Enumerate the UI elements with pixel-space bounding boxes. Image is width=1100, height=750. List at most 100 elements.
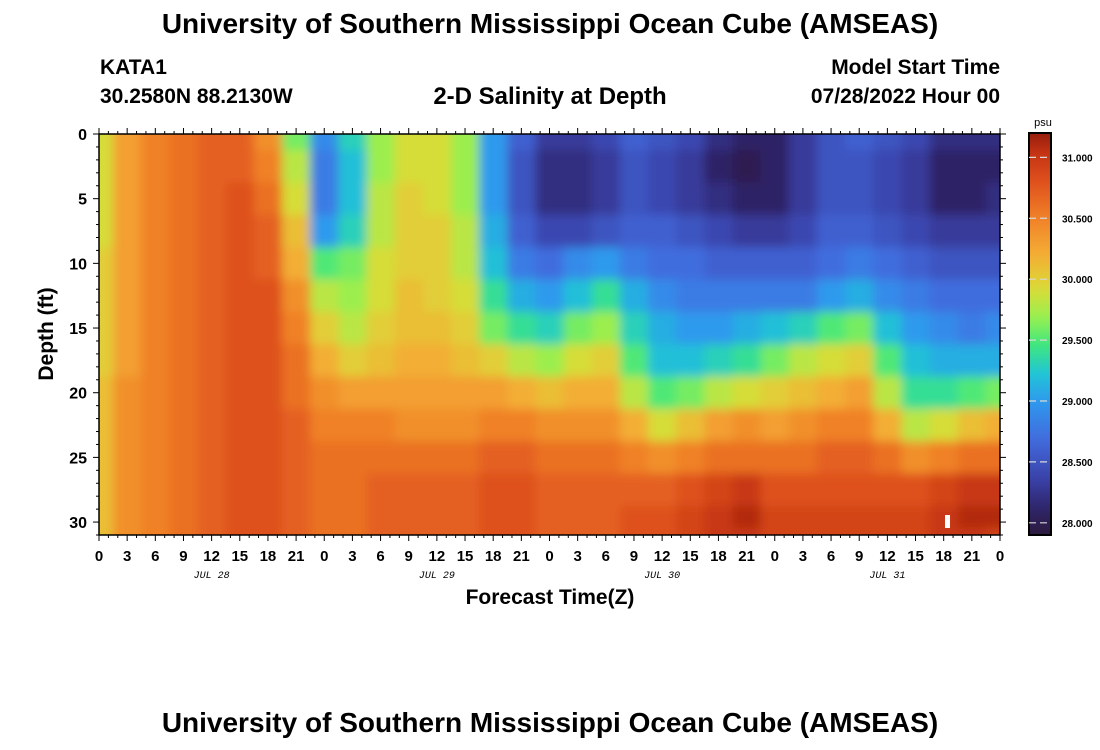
heatmap-cell [113,311,143,345]
heatmap-cell [169,150,199,184]
heatmap-cell [901,473,931,507]
heatmap-cell [366,473,396,507]
colorbar-tick-label: 30.000 [1062,275,1093,286]
x-tick-label: 15 [231,548,248,565]
heatmap-cell [648,247,677,281]
heatmap-cell [141,279,171,313]
heatmap-cell [985,247,1000,281]
heatmap-cell [282,528,311,535]
colorbar-tick-label: 28.000 [1062,519,1093,530]
heatmap-cell [817,279,846,313]
day-label: JUL 29 [419,571,455,582]
heatmap-cell [563,182,593,216]
heatmap-cell [901,214,931,248]
heatmap-cell [732,182,762,216]
heatmap-cell [310,473,340,507]
heatmap-cell [704,311,734,345]
heatmap-cell [282,441,311,475]
heatmap-cell [197,376,227,410]
x-tick-label: 6 [376,548,384,565]
heatmap-cell [985,279,1000,313]
heatmap-cell [169,247,199,281]
heatmap-cell [366,150,396,184]
heatmap-cell [704,408,734,442]
heatmap-cell [619,441,649,475]
heatmap-cell [619,408,649,442]
heatmap-cell [732,376,762,410]
heatmap-cell [422,528,452,535]
heatmap-cell [957,408,987,442]
heatmap-cell [619,473,649,507]
heatmap-cell [591,376,621,410]
heatmap-cell [99,247,114,281]
heatmap-cell [676,279,706,313]
heatmap-cell [197,528,227,535]
x-tick-label: 18 [485,548,502,565]
x-tick-label: 3 [123,548,131,565]
heatmap-cell [253,150,283,184]
heatmap-cell [732,473,762,507]
heatmap-cell [676,473,706,507]
heatmap-cell [873,182,903,216]
heatmap-cell [873,311,903,345]
heatmap-cell [619,528,649,535]
heatmap-cell [394,182,424,216]
x-tick-label: 0 [320,548,328,565]
heatmap-cell [99,150,114,184]
x-tick-label: 18 [710,548,727,565]
heatmap-cell [817,505,846,530]
heatmap-cell [394,505,424,530]
heatmap-cell [676,182,706,216]
heatmap-cell [338,150,368,184]
heatmap-cell [760,311,790,345]
heatmap-cell [648,344,677,378]
heatmap-cell [901,311,931,345]
heatmap-cell [901,279,931,313]
heatmap-cell [535,182,565,216]
heatmap-cell [591,473,621,507]
heatmap-cell [957,182,987,216]
x-tick-label: 18 [935,548,952,565]
heatmap-cell [957,214,987,248]
y-axis-label: Depth (ft) [35,287,58,380]
heatmap-cell [535,247,565,281]
heatmap-cell [901,182,931,216]
x-tick-label: 9 [855,548,863,565]
heatmap-cell [788,344,818,378]
heatmap-cell [535,473,565,507]
heatmap-cell [845,214,875,248]
heatmap-cell [451,182,480,216]
heatmap-cell [366,182,396,216]
heatmap-cell [225,376,255,410]
heatmap-cell [310,311,340,345]
heatmap-cell [99,311,114,345]
heatmap-cell [422,408,452,442]
heatmap-cell [394,150,424,184]
heatmap-cell [507,528,537,535]
heatmap-cell [732,134,762,151]
heatmap-cell [817,376,846,410]
heatmap-cell [479,528,509,535]
heatmap-cell [676,528,706,535]
heatmap-cell [338,134,368,151]
heatmap-cell [845,279,875,313]
heatmap-cell [619,344,649,378]
heatmap-cell [99,505,114,530]
heatmap-cell [985,408,1000,442]
heatmap-cell [788,441,818,475]
heatmap-cell [929,214,959,248]
heatmap-cell [225,150,255,184]
heatmap-cell [591,182,621,216]
heatmap-cell [451,376,480,410]
heatmap-cell [479,311,509,345]
heatmap-cell [169,408,199,442]
heatmap-cell [366,311,396,345]
heatmap-cell [113,441,143,475]
heatmap-cell [704,505,734,530]
heatmap-cell [394,376,424,410]
heatmap-cell [873,134,903,151]
heatmap-cell [225,247,255,281]
heatmap-cell [648,279,677,313]
heatmap-cell [704,214,734,248]
heatmap-cell [197,473,227,507]
